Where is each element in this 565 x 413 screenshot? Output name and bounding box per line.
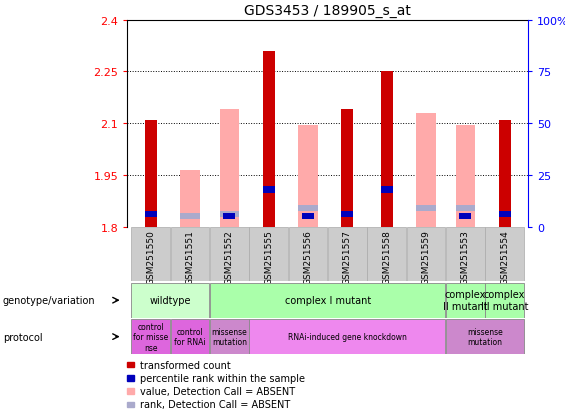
Bar: [416, 114, 436, 227]
Bar: [455, 126, 475, 227]
Bar: [180, 170, 200, 227]
Text: genotype/variation: genotype/variation: [3, 295, 95, 306]
Bar: [459, 214, 471, 220]
Bar: [220, 110, 239, 227]
Text: transformed count: transformed count: [140, 360, 231, 370]
Text: GSM251556: GSM251556: [303, 229, 312, 284]
Text: GSM251557: GSM251557: [343, 229, 352, 284]
Text: percentile rank within the sample: percentile rank within the sample: [140, 373, 305, 383]
Bar: [416, 205, 436, 211]
Bar: [127, 402, 134, 407]
Text: missense
mutation: missense mutation: [211, 327, 247, 347]
Bar: [249, 227, 288, 281]
Text: GSM251550: GSM251550: [146, 229, 155, 284]
Bar: [341, 211, 353, 218]
Bar: [485, 283, 524, 318]
Text: complex
III mutant: complex III mutant: [481, 290, 528, 311]
Title: GDS3453 / 189905_s_at: GDS3453 / 189905_s_at: [244, 4, 411, 18]
Text: GSM251553: GSM251553: [461, 229, 470, 284]
Text: complex I mutant: complex I mutant: [285, 295, 371, 306]
Bar: [145, 211, 157, 218]
Bar: [485, 227, 524, 281]
Bar: [446, 227, 485, 281]
Bar: [132, 283, 209, 318]
Bar: [171, 319, 209, 354]
Text: wildtype: wildtype: [150, 295, 191, 306]
Text: GSM251559: GSM251559: [421, 229, 431, 284]
Text: missense
mutation: missense mutation: [467, 327, 503, 347]
Bar: [132, 319, 170, 354]
Bar: [249, 319, 445, 354]
Bar: [180, 214, 200, 220]
Text: GSM251558: GSM251558: [382, 229, 391, 284]
Bar: [499, 121, 511, 227]
Bar: [298, 205, 318, 211]
Text: GSM251555: GSM251555: [264, 229, 273, 284]
Bar: [132, 227, 170, 281]
Text: complex
II mutant: complex II mutant: [443, 290, 488, 311]
Bar: [171, 227, 209, 281]
Text: protocol: protocol: [3, 332, 42, 342]
Bar: [407, 227, 445, 281]
Bar: [455, 205, 475, 211]
Bar: [145, 121, 157, 227]
Bar: [341, 110, 353, 227]
Bar: [127, 362, 134, 368]
Bar: [220, 211, 239, 218]
Bar: [499, 211, 511, 218]
Bar: [210, 319, 249, 354]
Bar: [224, 214, 235, 220]
Text: GSM251554: GSM251554: [500, 229, 509, 284]
Text: value, Detection Call = ABSENT: value, Detection Call = ABSENT: [140, 386, 295, 396]
Bar: [302, 214, 314, 220]
Bar: [210, 283, 445, 318]
Bar: [381, 72, 393, 227]
Text: GSM251552: GSM251552: [225, 229, 234, 284]
Text: control
for RNAi: control for RNAi: [174, 327, 206, 347]
Bar: [367, 227, 406, 281]
Bar: [263, 52, 275, 227]
Bar: [127, 375, 134, 381]
Bar: [328, 227, 367, 281]
Text: GSM251551: GSM251551: [185, 229, 194, 284]
Bar: [446, 283, 485, 318]
Bar: [298, 126, 318, 227]
Text: rank, Detection Call = ABSENT: rank, Detection Call = ABSENT: [140, 399, 290, 409]
Text: control
for misse
nse: control for misse nse: [133, 322, 168, 351]
Bar: [263, 187, 275, 193]
Text: RNAi-induced gene knockdown: RNAi-induced gene knockdown: [288, 332, 407, 341]
Bar: [210, 227, 249, 281]
Bar: [127, 389, 134, 394]
Bar: [446, 319, 524, 354]
Bar: [381, 187, 393, 193]
Bar: [289, 227, 327, 281]
